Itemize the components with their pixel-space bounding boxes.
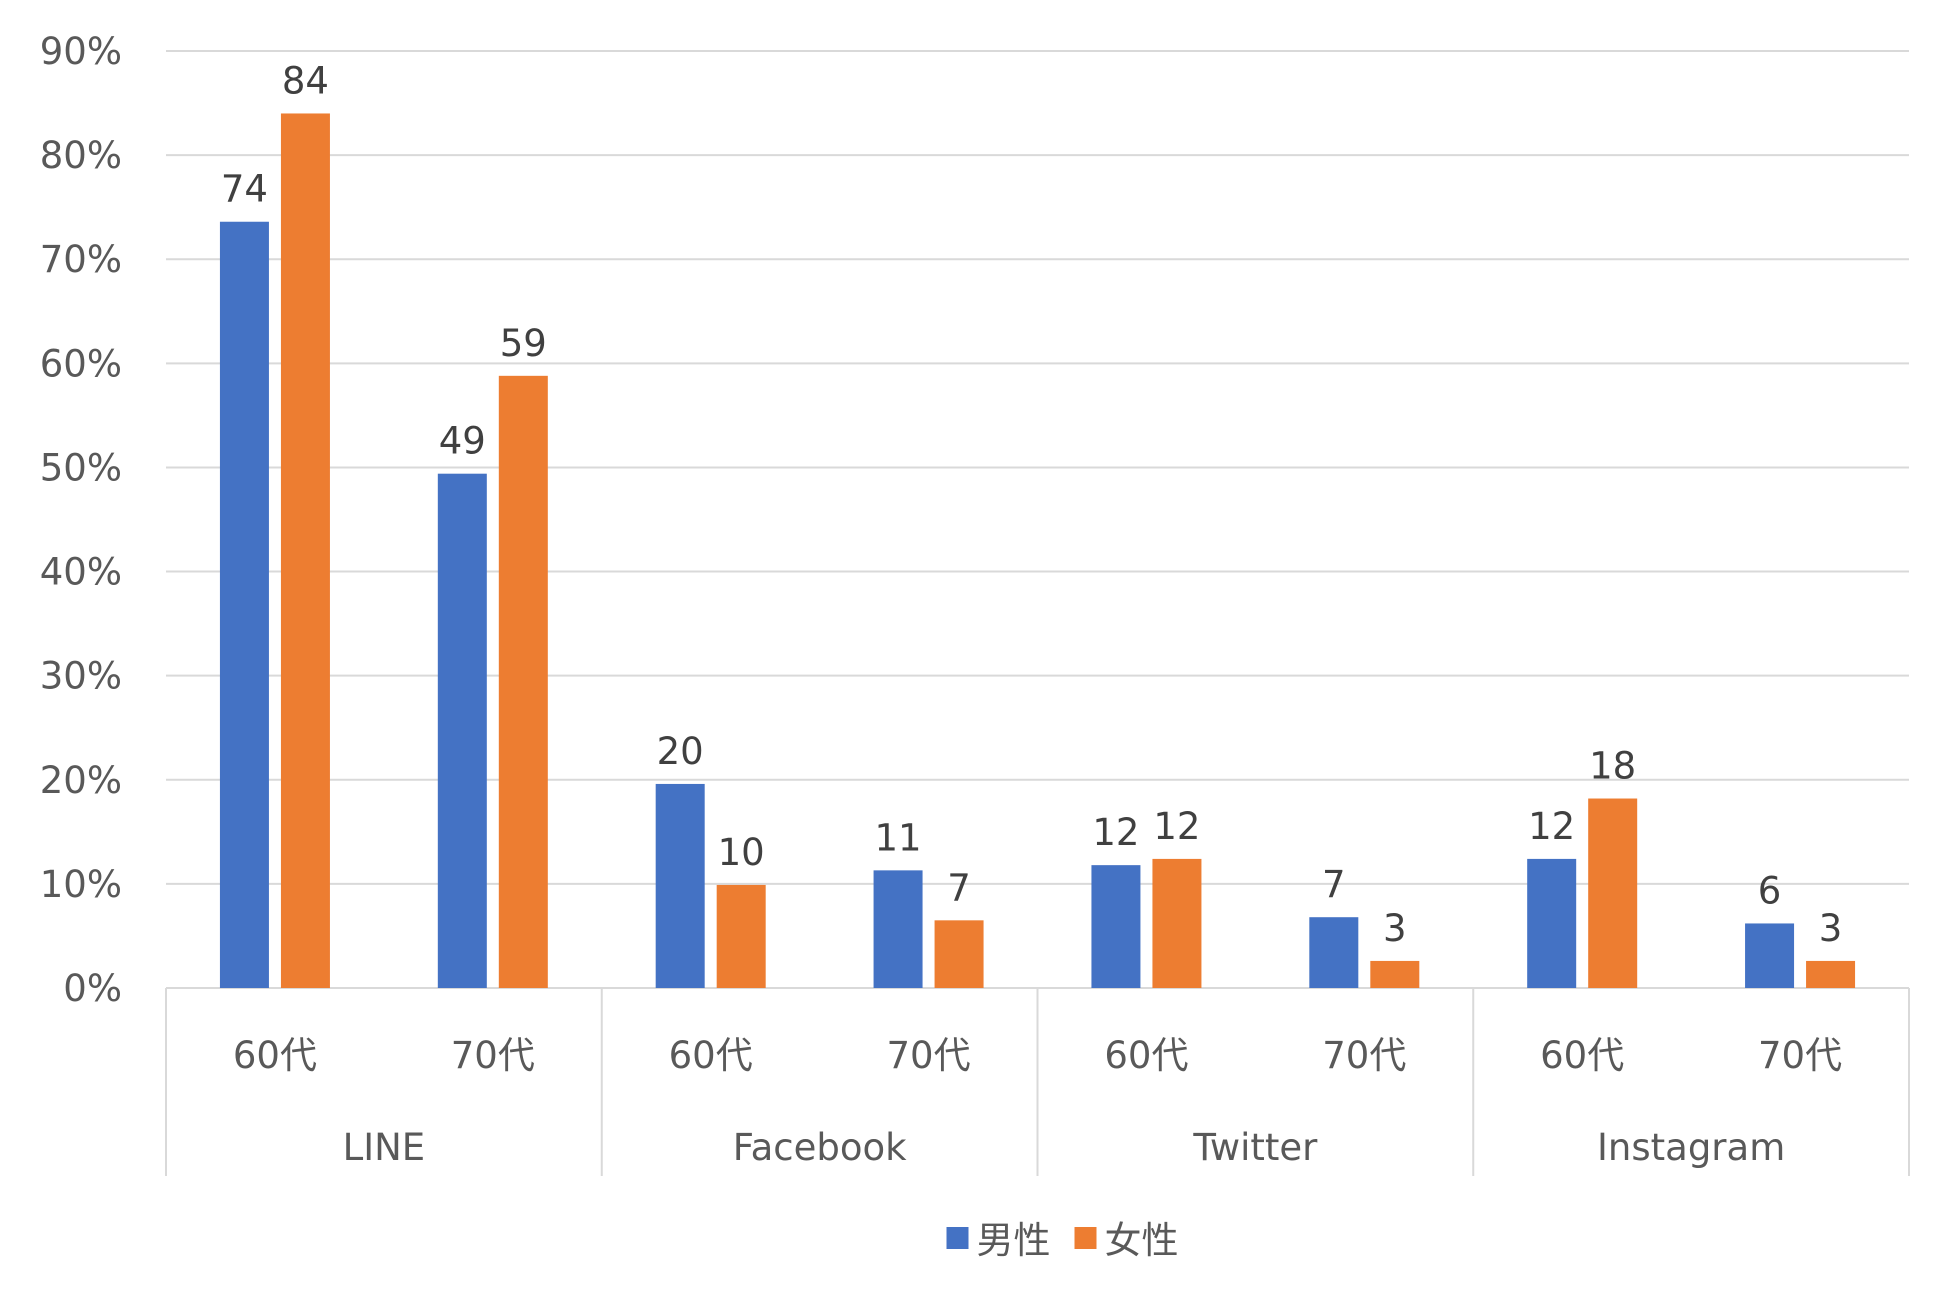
y-tick-label: 0%	[63, 967, 122, 1010]
data-label: 18	[1589, 745, 1636, 788]
bar	[498, 375, 548, 988]
data-label: 49	[439, 420, 486, 463]
bar	[280, 113, 330, 988]
data-label: 3	[1383, 907, 1407, 950]
bar	[219, 221, 269, 989]
data-label: 20	[657, 730, 704, 773]
category-label: 60代	[233, 1034, 317, 1077]
data-label: 74	[221, 168, 268, 211]
bar	[1527, 858, 1577, 988]
y-tick-label: 80%	[40, 134, 122, 177]
data-label: 59	[500, 322, 547, 365]
bar	[1091, 865, 1141, 988]
bar	[1806, 960, 1856, 988]
y-tick-label: 10%	[40, 863, 122, 906]
y-tick-label: 90%	[40, 30, 122, 73]
category-label: 70代	[887, 1034, 971, 1077]
y-tick-label: 40%	[40, 551, 122, 594]
data-label: 6	[1758, 869, 1782, 912]
data-label: 7	[947, 866, 971, 909]
y-tick-label: 20%	[40, 759, 122, 802]
group-label: Instagram	[1597, 1126, 1785, 1169]
bar	[1745, 923, 1795, 988]
bar	[1309, 917, 1359, 988]
data-label: 84	[282, 59, 329, 102]
group-label: Twitter	[1192, 1126, 1318, 1169]
y-tick-label: 70%	[40, 238, 122, 281]
data-label: 3	[1819, 907, 1843, 950]
y-tick-label: 60%	[40, 342, 122, 385]
category-label: 60代	[1540, 1034, 1624, 1077]
bar	[716, 884, 766, 988]
category-label: 70代	[1758, 1034, 1842, 1077]
data-label: 12	[1153, 805, 1200, 848]
bar	[934, 920, 984, 988]
category-label: 60代	[669, 1034, 753, 1077]
data-label: 11	[875, 816, 922, 859]
data-label: 7	[1322, 863, 1346, 906]
bar	[437, 473, 487, 988]
category-label: 70代	[451, 1034, 535, 1077]
bar	[873, 870, 923, 988]
bar	[1152, 858, 1202, 988]
data-label: 10	[718, 831, 765, 874]
bar	[1588, 798, 1638, 988]
category-label: 60代	[1104, 1034, 1188, 1077]
legend-swatch	[1074, 1227, 1097, 1249]
group-label: Facebook	[733, 1126, 907, 1169]
legend-label: 女性	[1105, 1219, 1179, 1262]
bar	[655, 783, 705, 988]
group-label: LINE	[343, 1126, 426, 1169]
y-tick-label: 30%	[40, 655, 122, 698]
legend-label: 男性	[977, 1219, 1051, 1262]
y-tick-label: 50%	[40, 446, 122, 489]
legend-swatch	[946, 1227, 969, 1249]
data-label: 12	[1092, 811, 1139, 854]
category-label: 70代	[1322, 1034, 1406, 1077]
data-label: 12	[1528, 805, 1575, 848]
bar	[1370, 960, 1420, 988]
